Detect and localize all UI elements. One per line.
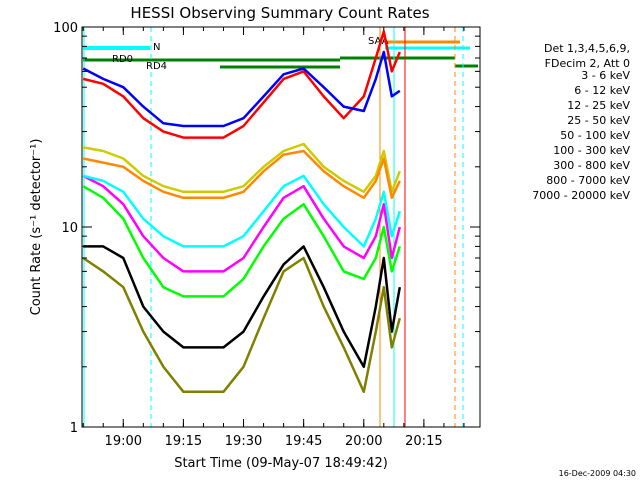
legend-entry: 6 - 12 keV (574, 84, 630, 97)
series-line (82, 149, 401, 200)
x-tick-label: 20:00 (345, 434, 382, 449)
series-line (82, 30, 401, 139)
x-tick-label: 19:30 (225, 434, 262, 449)
series-line (82, 174, 401, 248)
annotation-label: SAA (368, 36, 389, 47)
series-line (82, 185, 401, 298)
x-tick-label: 20:15 (405, 434, 442, 449)
legend: Det 1,3,4,5,6,9, FDecim 2, Att 03 - 6 keV… (532, 42, 630, 202)
annotation-label: N (153, 42, 160, 53)
annotation-label: RD0 (112, 54, 133, 65)
legend-entry: 50 - 100 keV (560, 129, 630, 142)
series-line (83, 245, 402, 369)
legend-entry: 100 - 300 keV (553, 144, 630, 157)
series-line (82, 50, 401, 128)
x-axis: 19:00 19:15 19:30 19:45 20:00 20:15 (82, 27, 465, 449)
y-axis: 1 10 100 (53, 21, 480, 436)
annotation-label: RD4 (146, 61, 167, 72)
series-line (82, 256, 402, 394)
y-tick-label: 10 (61, 221, 78, 236)
legend-entry: 3 - 6 keV (581, 69, 630, 82)
y-tick-label: 100 (53, 21, 78, 36)
x-tick-label: 19:45 (285, 434, 322, 449)
legend-header: FDecim 2, Att 0 (545, 57, 630, 70)
legend-entry: 25 - 50 keV (567, 114, 630, 127)
series-layer (82, 30, 402, 394)
footer-timestamp: 16-Dec-2009 04:30 (559, 469, 636, 478)
series-line (82, 174, 402, 273)
legend-entry: 12 - 25 keV (567, 99, 630, 112)
legend-entry: 300 - 800 keV (553, 159, 630, 172)
series-line (82, 142, 401, 194)
chart-title: HESSI Observing Summary Count Rates (130, 4, 429, 22)
legend-entry: 7000 - 20000 keV (532, 189, 630, 202)
x-axis-label: Start Time (09-May-07 18:49:42) (174, 456, 388, 471)
legend-entry: 800 - 7000 keV (546, 174, 630, 187)
legend-header: Det 1,3,4,5,6,9, (544, 42, 630, 55)
y-tick-label: 1 (70, 421, 78, 436)
y-axis-label: Count Rate (s⁻¹ detector⁻¹) (29, 139, 44, 316)
x-tick-label: 19:00 (105, 434, 142, 449)
x-tick-label: 19:15 (165, 434, 202, 449)
